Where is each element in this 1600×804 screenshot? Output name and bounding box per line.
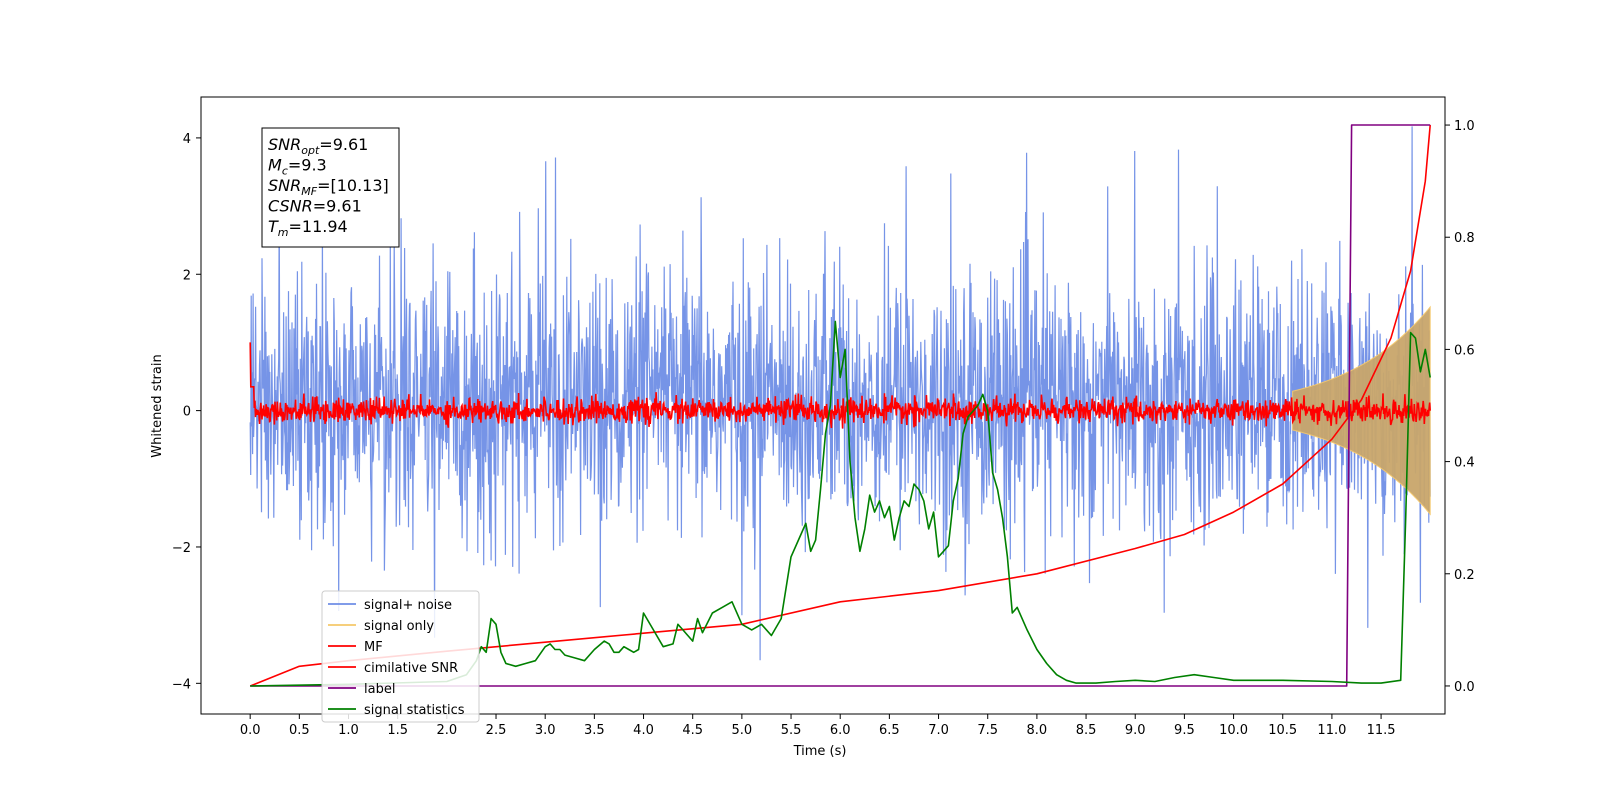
x-tick-label: 10.0 xyxy=(1219,723,1248,738)
x-tick-label: 5.0 xyxy=(732,723,753,738)
x-tick-label: 3.5 xyxy=(584,723,605,738)
y2-tick-label: 0.6 xyxy=(1454,343,1475,358)
x-tick-label: 0.0 xyxy=(240,723,261,738)
info-line-symbol: CSNR xyxy=(268,197,313,216)
legend: signal+ noise signal only MF cimilative SNR… xyxy=(322,591,479,722)
x-tick-label: 4.5 xyxy=(682,723,703,738)
legend-entry: label xyxy=(364,682,395,697)
info-line-symbol: M xyxy=(268,156,282,175)
legend-entry: signal+ noise xyxy=(364,598,452,613)
x-tick-label: 8.5 xyxy=(1076,723,1097,738)
y-tick-label: 2 xyxy=(183,268,191,283)
y-tick-label: 0 xyxy=(183,405,191,420)
legend-entry: cimilative SNR xyxy=(364,661,458,676)
x-tick-label: 7.5 xyxy=(977,723,998,738)
x-axis-label: Time (s) xyxy=(793,744,847,759)
x-tick-label: 5.5 xyxy=(781,723,802,738)
info-line-symbol: SNR xyxy=(268,135,301,154)
y2-tick-label: 1.0 xyxy=(1454,119,1475,134)
info-line: SNRMF=[10.13] xyxy=(268,176,389,198)
y-tick-label: 4 xyxy=(183,132,191,147)
x-tick-label: 2.0 xyxy=(437,723,458,738)
y2-tick-label: 0.0 xyxy=(1454,680,1475,695)
x-tick-label: 4.0 xyxy=(633,723,654,738)
info-box: SNRopt=9.61Mc=9.3SNRMF=[10.13]CSNR=9.61T… xyxy=(262,128,399,247)
info-line-subscript: m xyxy=(278,226,289,239)
info-line: CSNR=9.61 xyxy=(268,197,362,216)
x-tick-label: 3.0 xyxy=(535,723,556,738)
info-line: Mc=9.3 xyxy=(268,156,327,178)
x-tick-label: 11.0 xyxy=(1317,723,1346,738)
legend-entry: signal only xyxy=(364,619,434,634)
info-line-value: =[10.13] xyxy=(317,176,389,195)
x-tick-label: 2.5 xyxy=(486,723,507,738)
x-tick-label: 7.0 xyxy=(928,723,949,738)
legend-entry: MF xyxy=(364,640,383,655)
y2-tick-label: 0.2 xyxy=(1454,568,1475,583)
info-line-value: =9.3 xyxy=(288,156,327,175)
y-tick-label: −2 xyxy=(172,541,191,556)
info-line-value: =11.94 xyxy=(289,217,348,236)
x-tick-label: 6.5 xyxy=(879,723,900,738)
info-line-value: =9.61 xyxy=(313,197,362,216)
info-line-symbol: SNR xyxy=(268,176,301,195)
x-tick-label: 9.0 xyxy=(1125,723,1146,738)
x-tick-label: 10.5 xyxy=(1268,723,1297,738)
x-tick-label: 8.0 xyxy=(1027,723,1048,738)
x-tick-label: 0.5 xyxy=(289,723,310,738)
legend-entry: signal statistics xyxy=(364,703,465,718)
y-axis-label: Whitened strain xyxy=(150,354,165,457)
x-tick-label: 11.5 xyxy=(1367,723,1396,738)
x-tick-label: 1.5 xyxy=(387,723,408,738)
x-tick-label: 9.5 xyxy=(1174,723,1195,738)
info-line-value: =9.61 xyxy=(319,135,368,154)
x-tick-label: 6.0 xyxy=(830,723,851,738)
x-tick-label: 1.0 xyxy=(338,723,359,738)
y-tick-label: −4 xyxy=(172,677,191,692)
y2-tick-label: 0.4 xyxy=(1454,456,1475,471)
y2-tick-label: 0.8 xyxy=(1454,231,1475,246)
